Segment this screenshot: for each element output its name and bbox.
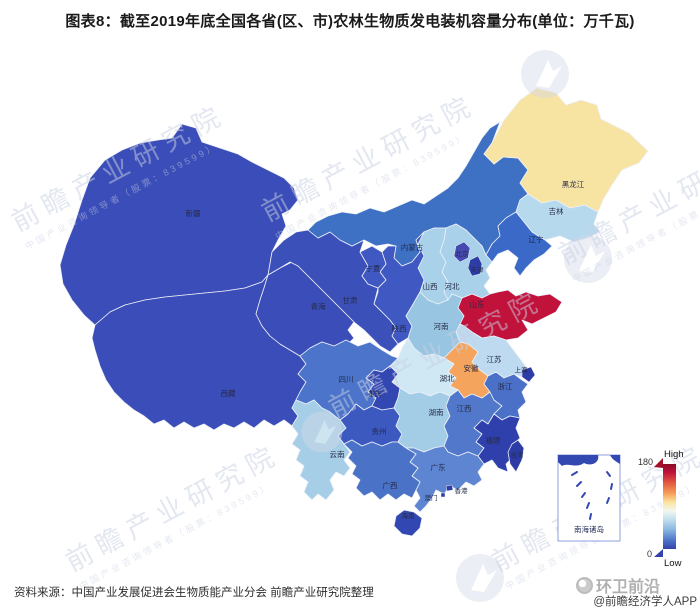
province-label-guangxi: 广西 xyxy=(383,480,398,490)
south-china-sea-inset: 南海诸岛 xyxy=(557,454,621,542)
province-label-hongkong: 香港 xyxy=(455,486,469,495)
province-label-hubei: 湖北 xyxy=(440,374,455,383)
province-aomen xyxy=(440,492,446,498)
province-label-hebei: 河北 xyxy=(445,282,460,291)
province-guangdong xyxy=(405,445,485,513)
colorbar-max-label: 180 xyxy=(638,457,653,467)
province-labels: 新疆 西藏 青海 甘肃 宁夏 陕西 内蒙古 黑龙江 吉林 辽宁 北京 天津 河北… xyxy=(186,179,585,520)
colorbar-min-label: 0 xyxy=(647,549,652,559)
overlay-watermark: 环卫前沿 xyxy=(576,573,660,597)
province-label-hunan: 湖南 xyxy=(429,407,444,417)
province-fujian xyxy=(473,413,521,473)
province-label-sichuan: 四川 xyxy=(339,375,354,384)
figure-title: 图表8：截至2019年底全国各省(区、市)农林生物质发电装机容量分布(单位：万千… xyxy=(65,13,635,30)
inset-label: 南海诸岛 xyxy=(574,524,604,534)
province-label-guangdong: 广东 xyxy=(431,462,446,472)
inset-dash-line xyxy=(571,471,613,520)
overlay-watermark-text: 环卫前沿 xyxy=(596,579,661,596)
province-label-shandong: 山东 xyxy=(470,299,485,309)
province-label-shaanxi: 陕西 xyxy=(392,323,407,333)
province-guangxi xyxy=(343,439,421,501)
province-label-aomen: 澳门 xyxy=(425,493,438,502)
province-label-ningxia: 宁夏 xyxy=(366,263,381,273)
svg-text:前瞻产业研究院: 前瞻产业研究院 xyxy=(61,439,285,577)
province-label-gansu: 甘肃 xyxy=(343,295,358,305)
province-label-jiangxi: 江西 xyxy=(457,404,472,413)
province-ningxia xyxy=(359,245,387,289)
province-label-yunnan: 云南 xyxy=(330,449,345,459)
colorbar-max-arrow-icon xyxy=(654,458,663,468)
province-shanxi xyxy=(417,227,449,305)
province-label-liaoning: 辽宁 xyxy=(529,234,544,244)
inset-coast-shape xyxy=(558,455,599,466)
colorbar xyxy=(663,464,676,549)
province-label-qinghai: 青海 xyxy=(311,301,326,311)
watermark-logo-icon xyxy=(521,50,569,98)
province-label-anhui: 安徽 xyxy=(464,363,479,373)
province-hunan xyxy=(393,387,451,453)
province-label-neimenggu: 内蒙古 xyxy=(401,242,424,252)
province-label-henan: 河南 xyxy=(434,321,449,331)
province-label-shanxi: 山西 xyxy=(423,281,438,291)
credit-line: @前瞻经济学人APP xyxy=(593,596,697,608)
province-shanghai xyxy=(521,366,536,383)
province-label-jiangsu: 江苏 xyxy=(487,354,502,364)
province-label-beijing: 北京 xyxy=(456,249,470,258)
province-label-chongqing: 重庆 xyxy=(369,389,383,398)
province-zhejiang xyxy=(483,371,529,421)
inset-coast-shape xyxy=(610,455,620,464)
province-label-jilin: 吉林 xyxy=(549,206,564,216)
province-label-tianjin: 天津 xyxy=(471,266,485,274)
province-beijing xyxy=(453,241,471,263)
province-label-hainan: 海南 xyxy=(402,511,416,520)
province-label-fujian: 福建 xyxy=(486,435,501,445)
watermark-brand: 前瞻产业研究院 中国产业咨询领导者（股票：839599） xyxy=(61,439,285,591)
colorbar-min-arrow-icon xyxy=(654,549,663,557)
province-liaoning xyxy=(485,211,553,277)
colorbar-low-label: Low xyxy=(664,558,682,569)
province-label-taiwan: 台湾 xyxy=(511,450,525,459)
province-label-guizhou: 贵州 xyxy=(372,426,387,436)
province-label-heilongjiang: 黑龙江 xyxy=(562,179,585,189)
province-hongkong xyxy=(445,484,454,492)
province-label-xinjiang: 新疆 xyxy=(186,208,201,218)
province-xinjiang xyxy=(59,123,299,326)
colorbar-legend: 180 0 High Low xyxy=(638,449,684,569)
province-hainan xyxy=(393,509,423,537)
province-label-xizang: 西藏 xyxy=(221,388,236,398)
province-tianjin xyxy=(467,255,483,277)
source-line: 资料来源：中国产业发展促进会生物质能产业分会 前瞻产业研究院整理 xyxy=(14,587,374,599)
province-taiwan xyxy=(507,439,525,473)
province-label-shanghai: 上海 xyxy=(515,365,529,374)
province-shapes xyxy=(59,87,649,537)
overlay-watermark-emblem-icon xyxy=(576,576,593,594)
province-label-zhejiang: 浙江 xyxy=(498,381,513,391)
colorbar-high-label: High xyxy=(664,449,684,460)
